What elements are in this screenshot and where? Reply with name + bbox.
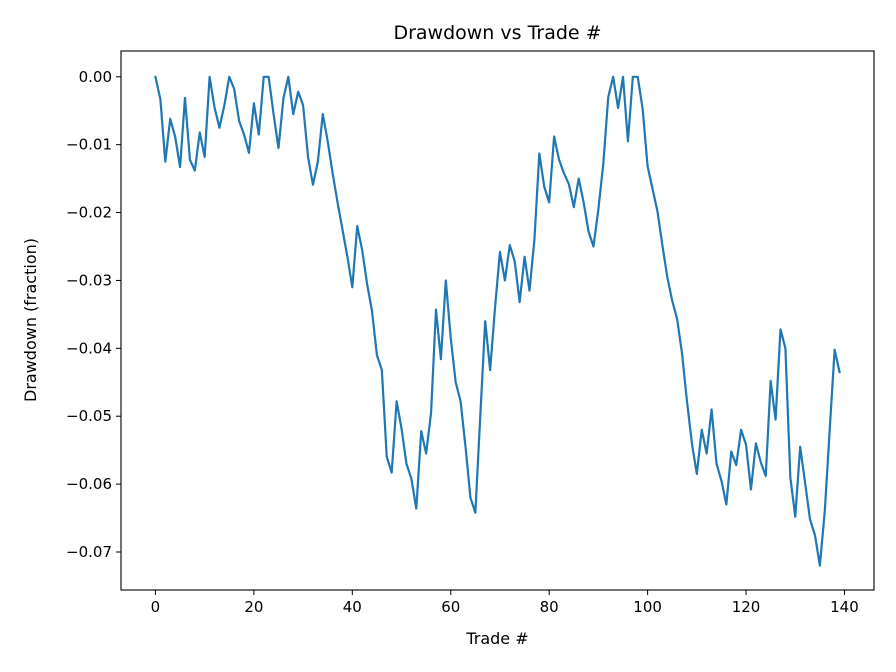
x-axis: 0 20 40 60 80 100 120 140 bbox=[151, 590, 859, 616]
y-tick-label: 0.00 bbox=[79, 68, 112, 86]
x-axis-title: Trade # bbox=[465, 629, 528, 648]
plot-area bbox=[154, 75, 841, 567]
x-tick-label: 40 bbox=[343, 598, 362, 616]
x-tick-label: 120 bbox=[732, 598, 761, 616]
y-tick-label: −0.07 bbox=[66, 543, 112, 561]
y-axis: 0.00 −0.01 −0.02 −0.03 −0.04 −0.05 −0.06 −0.07 bbox=[66, 68, 121, 561]
y-tick-label: −0.06 bbox=[66, 475, 112, 493]
chart-title: Drawdown vs Trade # bbox=[393, 22, 601, 44]
x-tick-label: 80 bbox=[540, 598, 559, 616]
y-tick-label: −0.04 bbox=[66, 339, 112, 357]
x-tick-label: 140 bbox=[830, 598, 859, 616]
y-axis-title: Drawdown (fraction) bbox=[21, 238, 40, 402]
drawdown-series-line bbox=[154, 75, 841, 567]
y-tick-label: −0.05 bbox=[66, 407, 112, 425]
y-tick-label: −0.03 bbox=[66, 271, 112, 289]
x-tick-label: 0 bbox=[151, 598, 161, 616]
y-tick-label: −0.01 bbox=[66, 136, 112, 154]
plot-frame bbox=[120, 50, 875, 591]
x-tick-label: 20 bbox=[244, 598, 263, 616]
y-tick-label: −0.02 bbox=[66, 204, 112, 222]
x-tick-label: 60 bbox=[441, 598, 460, 616]
x-tick-label: 100 bbox=[633, 598, 662, 616]
